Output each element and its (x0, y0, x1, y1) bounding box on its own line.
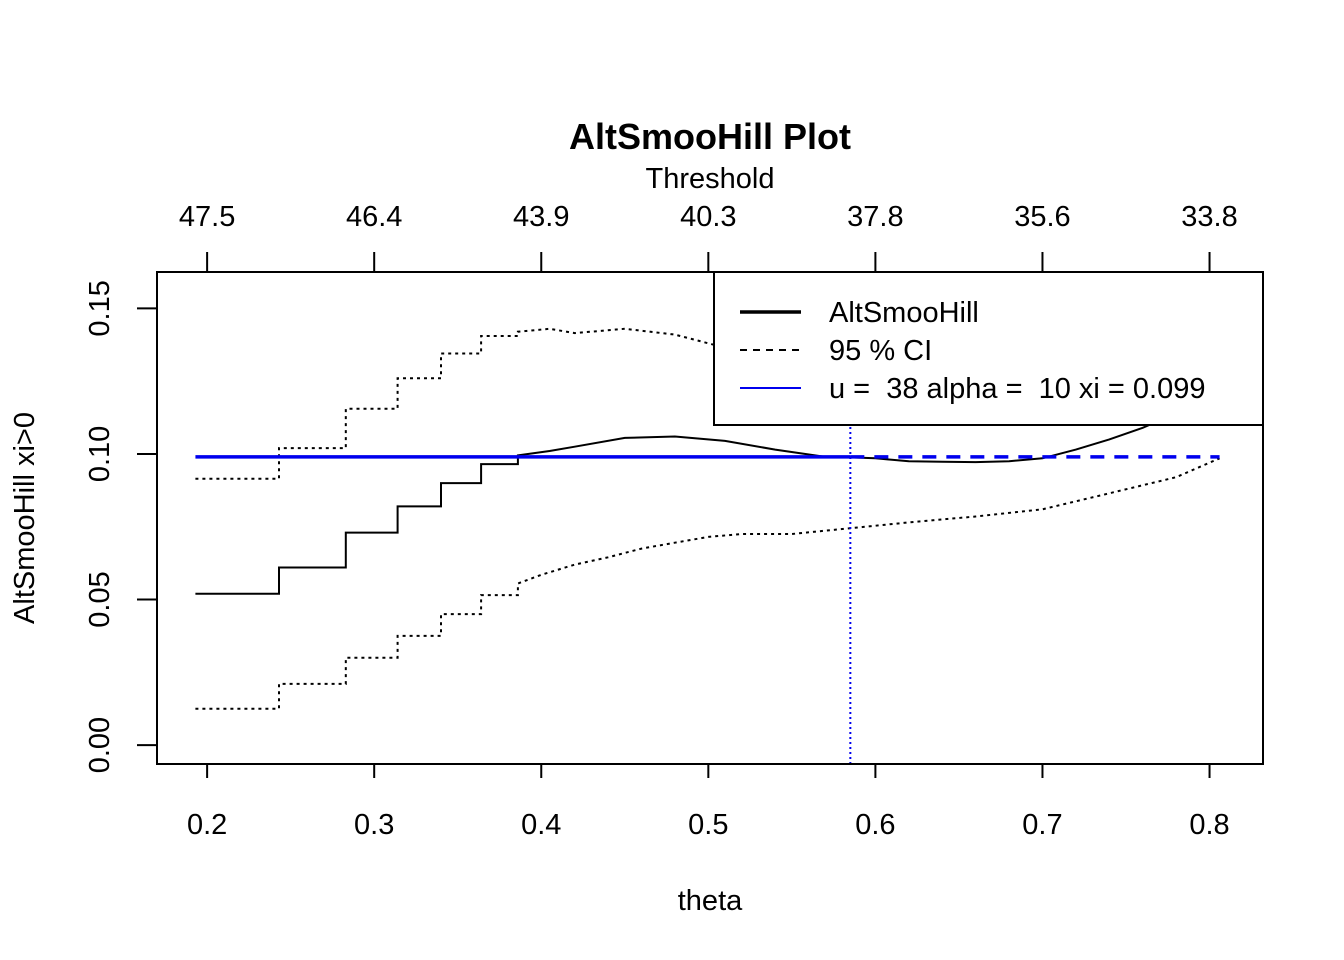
chart-title: AltSmooHill Plot (569, 116, 851, 157)
top-tick-label: 46.4 (346, 201, 402, 233)
top-tick-label: 47.5 (179, 201, 235, 233)
x-tick-label: 0.2 (187, 809, 227, 841)
legend: AltSmooHill 95 % CI u = 38 alpha = 10 xi… (713, 271, 1264, 426)
x-tick-label: 0.7 (1022, 809, 1062, 841)
top-tick-label: 33.8 (1181, 201, 1237, 233)
x-tick-label: 0.4 (521, 809, 561, 841)
top-axis-label: Threshold (646, 163, 775, 195)
y-tick-label: 0.15 (84, 280, 116, 336)
x-tick-label: 0.8 (1189, 809, 1229, 841)
y-tick-label: 0.10 (84, 426, 116, 482)
x-axis-label: theta (678, 885, 743, 917)
estimate-line (195, 400, 1220, 595)
ci-lower-line (195, 457, 1220, 710)
top-tick-label: 37.8 (847, 201, 903, 233)
top-tick-label: 40.3 (680, 201, 736, 233)
top-tick-label: 35.6 (1014, 201, 1070, 233)
x-tick-label: 0.6 (855, 809, 895, 841)
plot-frame (156, 271, 1264, 765)
legend-box (713, 271, 1264, 426)
x-tick-label: 0.3 (354, 809, 394, 841)
y-tick-label: 0.00 (84, 717, 116, 773)
y-tick-label: 0.05 (84, 571, 116, 627)
x-tick-label: 0.5 (688, 809, 728, 841)
axes: 0.2 0.3 0.4 0.5 0.6 0.7 0.8 47.5 46.4 43.9 40.3 37.… (84, 201, 1238, 841)
legend-label-ci: 95 % CI (829, 335, 932, 367)
legend-label-estimate: AltSmooHill (829, 297, 979, 329)
y-axis-label: AltSmooHill xi>0 (9, 412, 41, 624)
legend-label-selected: u = 38 alpha = 10 xi = 0.099 (829, 373, 1206, 405)
top-tick-label: 43.9 (513, 201, 569, 233)
